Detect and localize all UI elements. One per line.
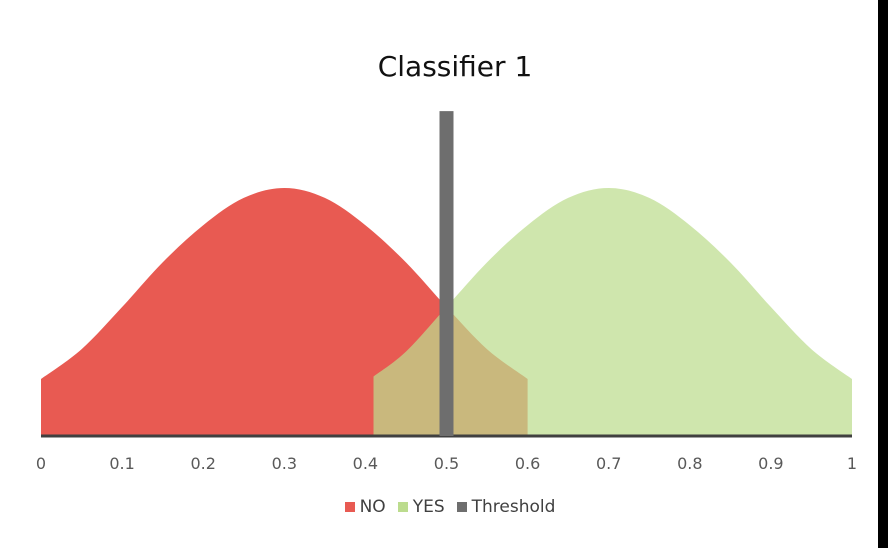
chart-title: Classifier 1 <box>377 50 533 83</box>
threshold-bar <box>439 111 454 437</box>
x-tick-label: 1 <box>846 454 858 473</box>
legend-label-yes: YES <box>412 497 445 517</box>
x-tick-label: 0 <box>35 454 47 473</box>
x-tick-label: 0.9 <box>758 454 784 473</box>
x-tick-label: 0.4 <box>352 454 379 473</box>
legend-swatch-yes <box>397 502 408 512</box>
series-yes-area <box>373 188 852 436</box>
x-tick-label: 0.6 <box>514 454 541 473</box>
x-tick-label: 0.8 <box>677 454 703 473</box>
legend-item-no: NO <box>344 497 386 517</box>
x-tick-label: 0.7 <box>595 454 622 473</box>
x-tick-label: 0.5 <box>433 454 460 473</box>
x-tick-label: 0.1 <box>109 454 135 473</box>
legend: NO YES Threshold <box>0 497 888 517</box>
legend-swatch-threshold <box>456 502 467 512</box>
legend-item-threshold: Threshold <box>456 497 556 517</box>
legend-swatch-no <box>344 502 355 512</box>
legend-item-yes: YES <box>397 497 445 517</box>
x-tick-label: 0.3 <box>271 454 298 473</box>
legend-label-threshold: Threshold <box>471 497 556 517</box>
x-tick-label: 0.2 <box>190 454 216 473</box>
legend-label-no: NO <box>359 497 386 517</box>
